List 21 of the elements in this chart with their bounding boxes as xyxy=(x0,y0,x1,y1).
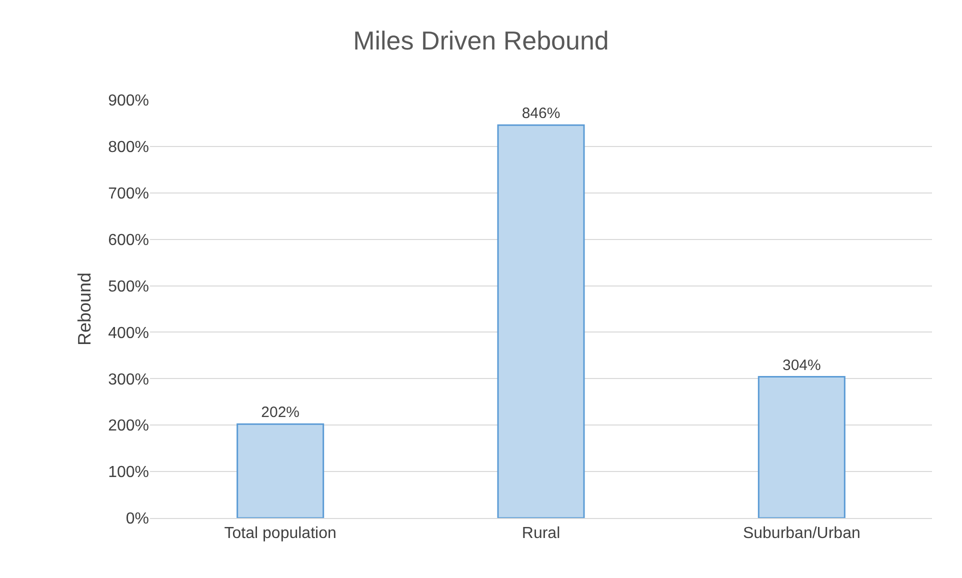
data-label: 304% xyxy=(782,356,821,374)
bar xyxy=(758,376,846,518)
y-tick-label: 500% xyxy=(108,278,149,296)
bar xyxy=(236,423,324,518)
y-tick-label: 900% xyxy=(108,92,149,110)
bar xyxy=(497,124,585,518)
y-tick-label: 300% xyxy=(108,371,149,388)
y-axis-title: Rebound xyxy=(74,272,94,346)
y-tick-label: 400% xyxy=(108,324,149,342)
chart-title: Miles Driven Rebound xyxy=(353,26,609,56)
x-tick-label: Suburban/Urban xyxy=(742,525,860,542)
y-tick-label: 600% xyxy=(108,232,149,249)
y-tick-label: 800% xyxy=(108,139,149,156)
y-tick-label: 200% xyxy=(108,418,149,435)
y-tick-label: 0% xyxy=(126,510,149,528)
data-label: 202% xyxy=(261,404,300,422)
x-tick-label: Total population xyxy=(224,525,336,542)
y-tick-label: 700% xyxy=(108,185,149,202)
data-label: 846% xyxy=(522,105,560,122)
x-tick-label: Rural xyxy=(522,525,560,542)
y-tick-label: 100% xyxy=(108,464,149,482)
